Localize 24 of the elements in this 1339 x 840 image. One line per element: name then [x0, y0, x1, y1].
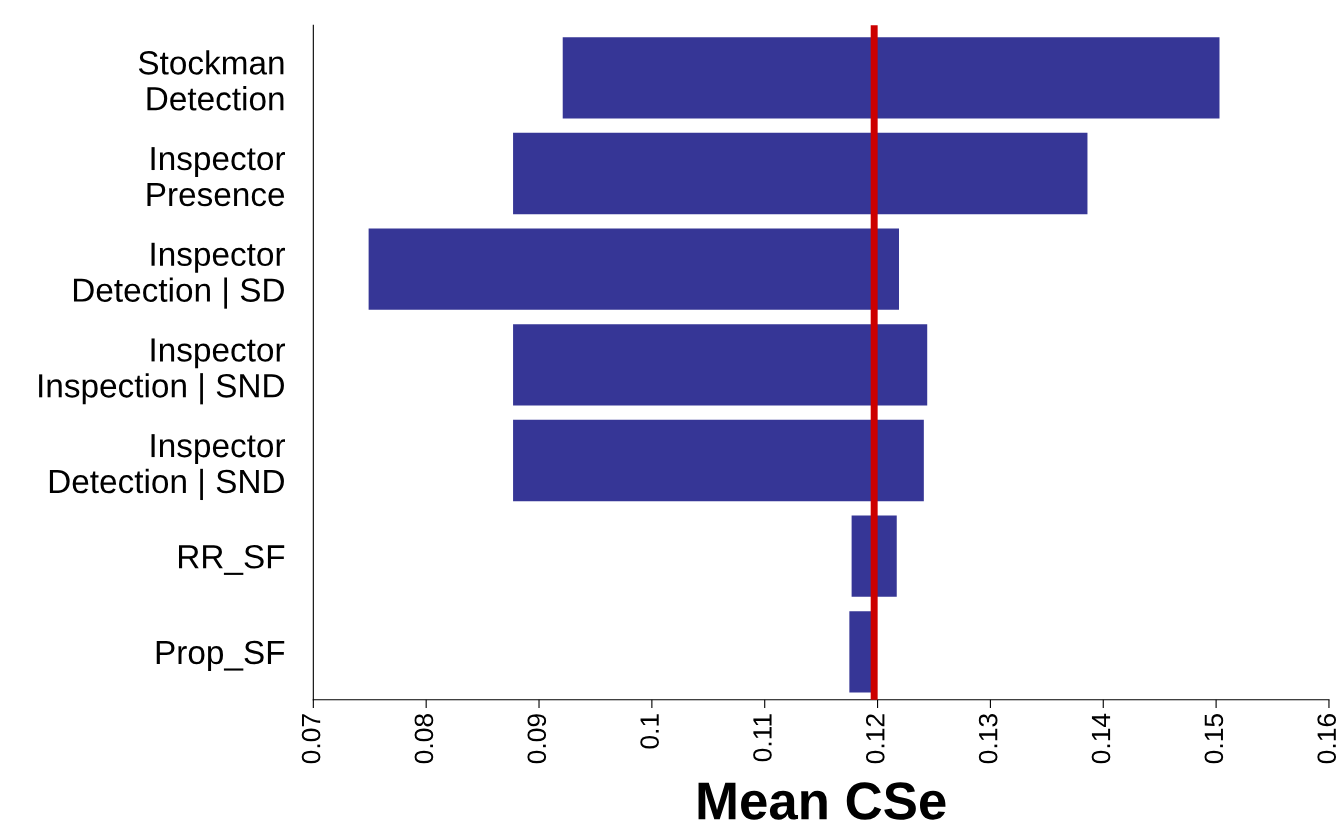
x-tick-label: 0.13 — [978, 714, 998, 764]
x-tick-label: 0.15 — [1204, 714, 1224, 764]
bar — [562, 37, 1220, 119]
y-tick-label: Stockman Detection — [138, 50, 284, 111]
bar — [513, 324, 928, 406]
bar — [513, 132, 1088, 215]
x-tick-label: 0.11 — [753, 714, 772, 762]
y-tick-label: Inspector Detection | SD — [73, 242, 286, 309]
y-tick-label: Prop_SF — [156, 640, 285, 671]
x-tick-label: 0.16 — [1317, 714, 1337, 764]
bar — [513, 419, 924, 502]
x-tick-label: 0.1 — [640, 714, 659, 749]
x-tick-label: 0.14 — [1091, 713, 1111, 764]
x-tick-label: 0.08 — [414, 714, 434, 764]
y-tick-label: RR_SF — [179, 545, 285, 575]
y-tick-label: Inspector Detection | SND — [49, 434, 286, 501]
bar — [368, 228, 900, 310]
x-tick-label: 0.07 — [301, 714, 321, 764]
bar — [849, 611, 874, 693]
x-axis-title: Mean CSe — [698, 782, 946, 820]
x-tick-label: 0.09 — [527, 714, 547, 764]
x-tick-label: 0.12 — [865, 714, 885, 764]
y-tick-label: Inspector Inspection | SND — [39, 338, 286, 405]
y-tick-label: Inspector Presence — [147, 147, 286, 207]
